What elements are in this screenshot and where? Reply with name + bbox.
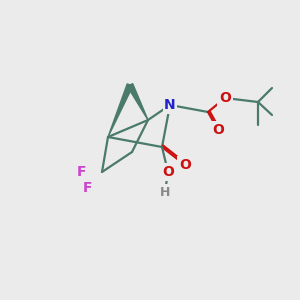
Polygon shape — [127, 84, 148, 120]
Text: O: O — [219, 91, 231, 105]
Text: H: H — [160, 185, 170, 199]
Polygon shape — [108, 84, 133, 137]
Text: N: N — [164, 98, 176, 112]
Text: F: F — [77, 165, 87, 179]
Text: F: F — [83, 181, 93, 195]
Text: O: O — [162, 165, 174, 179]
Text: O: O — [212, 123, 224, 137]
Text: O: O — [179, 158, 191, 172]
